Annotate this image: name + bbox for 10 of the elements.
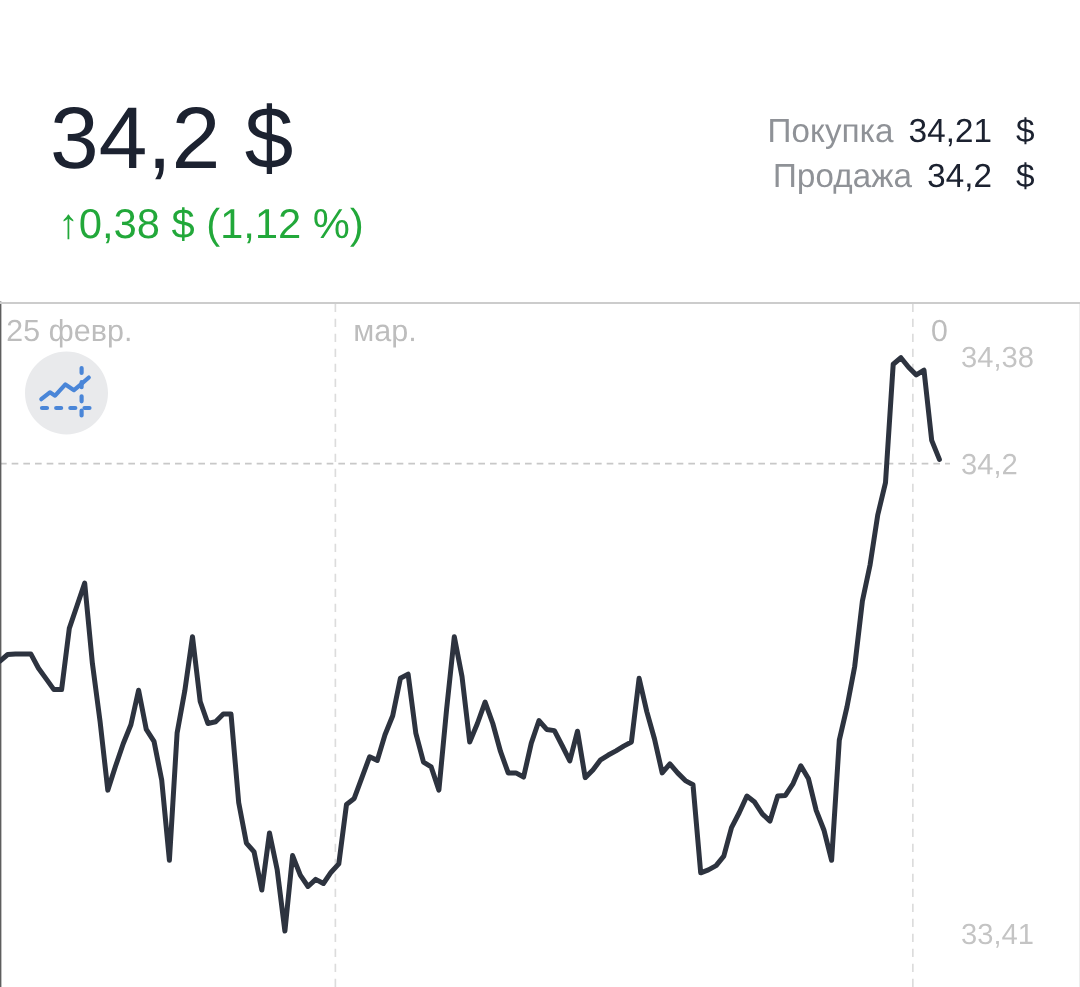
text: Покупка 34,21 $	[770, 117, 1034, 149]
x-tick-label: 0	[932, 319, 947, 342]
x-tick-label: 25 февр.	[7, 318, 130, 348]
chart-subtitle: ↑0,38 $ (1,12 %)	[63, 207, 362, 247]
y-tick-label: 34,2	[962, 453, 1017, 478]
y-tick-label: 34,38	[962, 346, 1033, 371]
text: Продажа 34,2 $	[775, 162, 1034, 194]
chart-title: 34,2 $	[53, 103, 292, 180]
y-tick-label: 33,41	[962, 923, 1033, 948]
x-tick-label: мар.	[355, 324, 414, 348]
